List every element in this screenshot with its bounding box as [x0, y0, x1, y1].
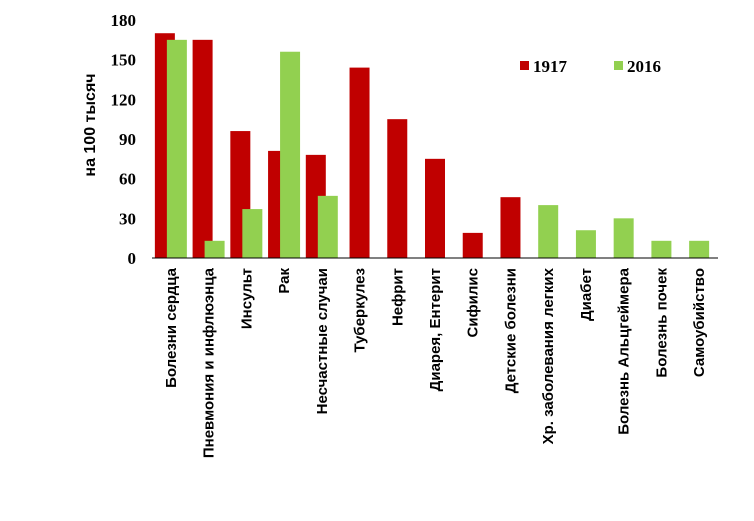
- x-category-label: Рак: [276, 268, 293, 294]
- bar-2016-10: [538, 205, 559, 258]
- x-category-label: Инсульт: [238, 268, 255, 329]
- y-tick-label: 30: [119, 209, 136, 228]
- y-tick-label: 60: [119, 170, 136, 189]
- x-category-label: Детские болезни: [502, 268, 519, 393]
- y-axis-title: на 100 тысяч: [82, 73, 99, 176]
- bar-2016-11: [575, 230, 596, 258]
- y-axis-ticks: 0 30 60 90 120 150 180: [111, 11, 137, 268]
- bar-1917-7: [425, 158, 445, 258]
- y-tick-label: 90: [119, 130, 136, 149]
- legend-swatch-2016: [614, 61, 623, 70]
- bar-1917-9: [500, 197, 521, 258]
- bar-2016-4: [317, 195, 338, 258]
- y-tick-label: 150: [111, 51, 137, 70]
- x-category-label: Несчастные случаи: [314, 268, 331, 414]
- y-tick-label: 180: [111, 11, 137, 30]
- bar-2016-2: [242, 209, 263, 258]
- x-category-label: Хр. заболевания легких: [540, 267, 557, 444]
- y-tick-label: 0: [128, 249, 137, 268]
- bar-1917-5: [349, 67, 370, 258]
- x-category-label: Самоубийство: [691, 268, 708, 377]
- x-category-label: Болезнь почек: [653, 268, 670, 378]
- bar-2016-12: [613, 218, 634, 258]
- x-category-label: Сифилис: [465, 268, 482, 338]
- legend: 1917 2016: [520, 57, 661, 76]
- legend-label: 1917: [533, 57, 568, 76]
- legend-label: 2016: [627, 57, 661, 76]
- x-category-label: Туберкулез: [352, 268, 369, 353]
- bar-2016-14: [689, 240, 710, 258]
- x-category-label: Болезнь Альцгеймера: [616, 267, 633, 434]
- x-category-label: Нефрит: [389, 268, 406, 326]
- x-category-label: Диабет: [578, 268, 595, 321]
- x-category-label: Пневмония и инфлюэнца: [201, 267, 218, 458]
- x-category-label: Болезни сердца: [163, 267, 180, 388]
- bar-2016-3: [280, 51, 301, 258]
- bar-1917-8: [462, 232, 483, 258]
- legend-swatch-1917: [520, 61, 529, 70]
- bar-2016-1: [204, 240, 225, 258]
- x-axis-labels: Болезни сердца Пневмония и инфлюэнца Инсул…: [163, 267, 708, 458]
- bar-2016-13: [651, 240, 672, 258]
- bar-1917-1: [192, 39, 213, 259]
- x-category-label: Диарея, Ентерит: [427, 268, 444, 391]
- y-tick-label: 120: [111, 90, 137, 109]
- bar-1917-6: [387, 119, 408, 259]
- bar-2016-0: [166, 39, 187, 259]
- bars: [154, 33, 710, 259]
